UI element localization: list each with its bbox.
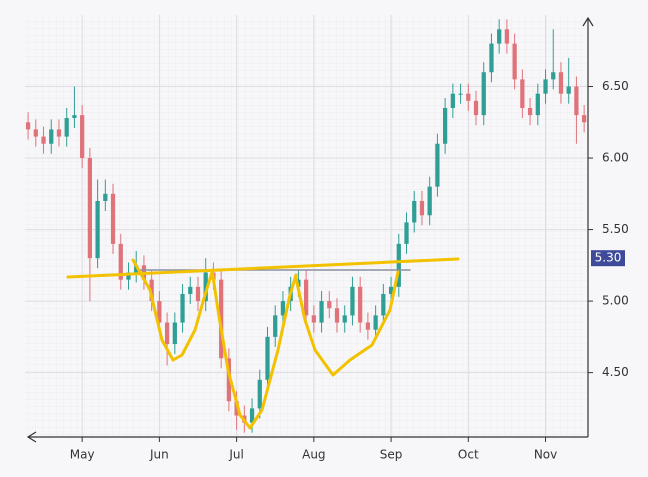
x-tick-label: Jul (228, 448, 243, 462)
head (210, 268, 298, 430)
candle-body (435, 143, 440, 187)
candle-body (358, 286, 363, 323)
candle-body (582, 115, 587, 123)
candle-body (56, 129, 62, 137)
candle-body (311, 315, 316, 323)
candle-body (319, 301, 324, 323)
candle-body (265, 336, 270, 380)
candle-body (427, 186, 432, 216)
x-tick-label: Aug (302, 448, 325, 462)
candle-body (404, 222, 409, 244)
candle-body (110, 193, 116, 244)
candle-body (497, 29, 502, 44)
candle-body (164, 322, 170, 345)
candle-body (334, 308, 340, 323)
candle-body (172, 322, 177, 345)
candle-body (396, 243, 401, 287)
candle-body (118, 243, 123, 280)
candle-body (203, 272, 208, 302)
candle-body (134, 265, 139, 273)
annotations (66, 257, 460, 430)
candle-body (33, 129, 38, 137)
candle-body (443, 107, 448, 144)
candle-body (527, 107, 533, 116)
candle-body (249, 408, 255, 423)
candle-body (87, 158, 92, 259)
candle-body (180, 293, 185, 323)
y-tick-label: 4.50 (602, 365, 629, 379)
y-tick-label: 5.50 (602, 222, 629, 236)
candle-body (126, 272, 131, 280)
candle-body (219, 279, 224, 359)
candle-body (419, 200, 425, 216)
x-axis-arrow (26, 431, 37, 443)
candle-body (188, 286, 193, 294)
candle-body (466, 93, 471, 101)
candle-body (543, 79, 548, 94)
candle-body (381, 293, 386, 316)
candle-body (327, 301, 332, 309)
plot-grid (25, 15, 588, 437)
x-tick-label: Nov (534, 448, 557, 462)
candle-body (365, 322, 371, 330)
neckline (66, 257, 460, 279)
price-tag (591, 250, 625, 267)
candle-body (226, 358, 232, 402)
candle-body (195, 286, 201, 302)
candle-body (80, 115, 85, 159)
candle-body (481, 72, 486, 116)
candle-body (273, 315, 278, 337)
candle-body (25, 122, 31, 130)
candles (25, 19, 587, 433)
candle-body (303, 279, 309, 316)
candle-body (558, 72, 564, 94)
candle-body (512, 43, 517, 80)
candle-body (149, 279, 154, 302)
candle-body (489, 43, 494, 73)
candle-body (350, 286, 355, 316)
x-tick-label: Jun (149, 448, 169, 462)
y-tick-label: 6.50 (602, 79, 629, 93)
candle-body (450, 93, 455, 108)
candle-body (458, 93, 463, 95)
x-tick-label: Oct (458, 448, 479, 462)
candle-body (342, 315, 347, 323)
candle-body (504, 29, 510, 44)
x-tick-label: May (70, 448, 95, 462)
candle-body (566, 86, 571, 94)
candle-body (41, 136, 46, 144)
left-shoulder (131, 258, 214, 362)
candle-body (551, 72, 556, 80)
candle-body (103, 193, 108, 201)
candle-body (280, 301, 286, 316)
x-tick-label: Sep (380, 448, 403, 462)
right-shoulder (294, 270, 400, 377)
y-axis-arrow (582, 16, 594, 27)
candle-body (49, 129, 54, 144)
candle-body (574, 86, 579, 116)
candle-body (257, 379, 262, 409)
y-tick-label: 6.00 (602, 151, 629, 165)
price-tag-label: 5.30 (595, 251, 622, 265)
candle-body (520, 79, 525, 108)
candle-body (157, 301, 162, 323)
candle-body (72, 115, 77, 118)
candle-body (388, 286, 394, 294)
axes: 4.50 5.00 5.50 6.00 6.50 May Jun Jul Aug Sep Oct No… (26, 16, 629, 462)
candle-body (373, 315, 378, 330)
candle-body (95, 200, 100, 259)
candle-body (64, 117, 69, 137)
candle-body (234, 401, 239, 416)
y-tick-label: 5.00 (602, 294, 629, 308)
candle-body (473, 100, 479, 116)
candle-body (535, 93, 540, 116)
candle-body (412, 200, 417, 223)
